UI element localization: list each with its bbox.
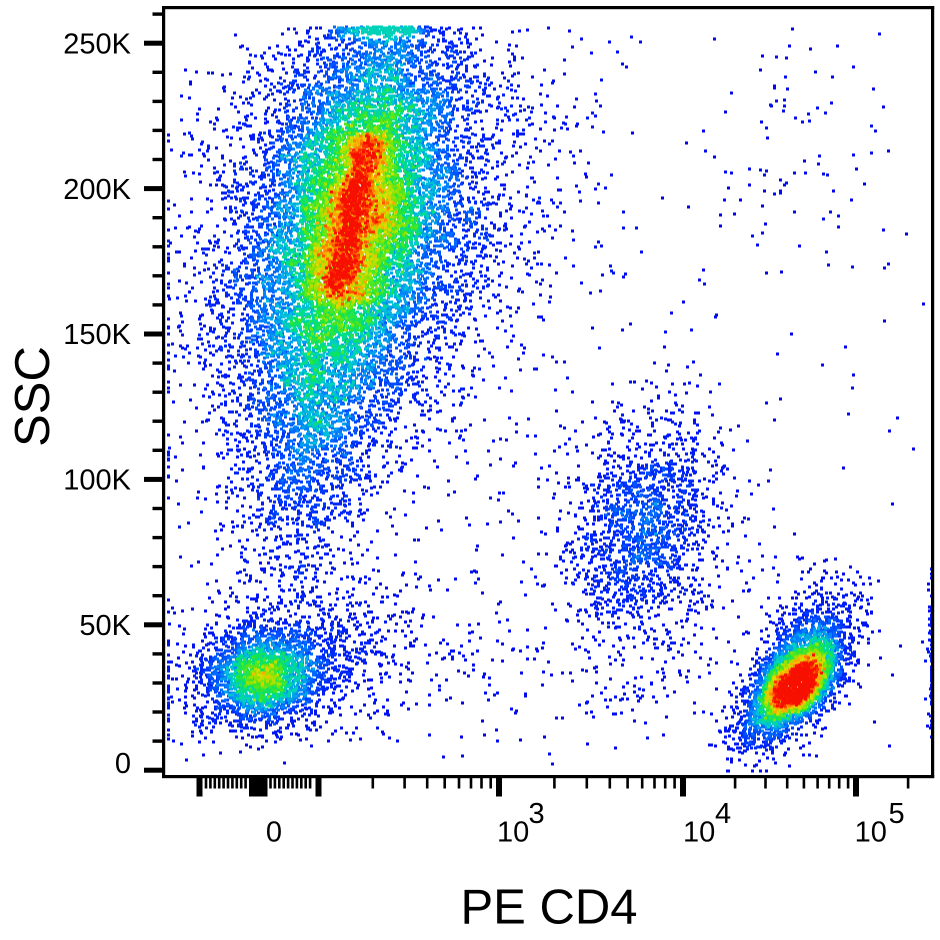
svg-text:SSC: SSC — [6, 346, 60, 447]
svg-text:0: 0 — [266, 817, 282, 849]
svg-text:200K: 200K — [63, 174, 131, 206]
svg-text:3: 3 — [529, 798, 545, 830]
svg-text:100K: 100K — [63, 465, 131, 497]
svg-text:0: 0 — [115, 748, 131, 780]
svg-text:150K: 150K — [63, 319, 131, 351]
svg-text:10: 10 — [497, 817, 529, 849]
svg-text:10: 10 — [683, 817, 715, 849]
svg-text:5: 5 — [889, 798, 905, 830]
svg-text:250K: 250K — [63, 28, 131, 60]
svg-text:PE CD4: PE CD4 — [460, 881, 637, 935]
svg-text:50K: 50K — [79, 610, 131, 642]
svg-text:4: 4 — [715, 798, 731, 830]
svg-text:10: 10 — [855, 817, 887, 849]
